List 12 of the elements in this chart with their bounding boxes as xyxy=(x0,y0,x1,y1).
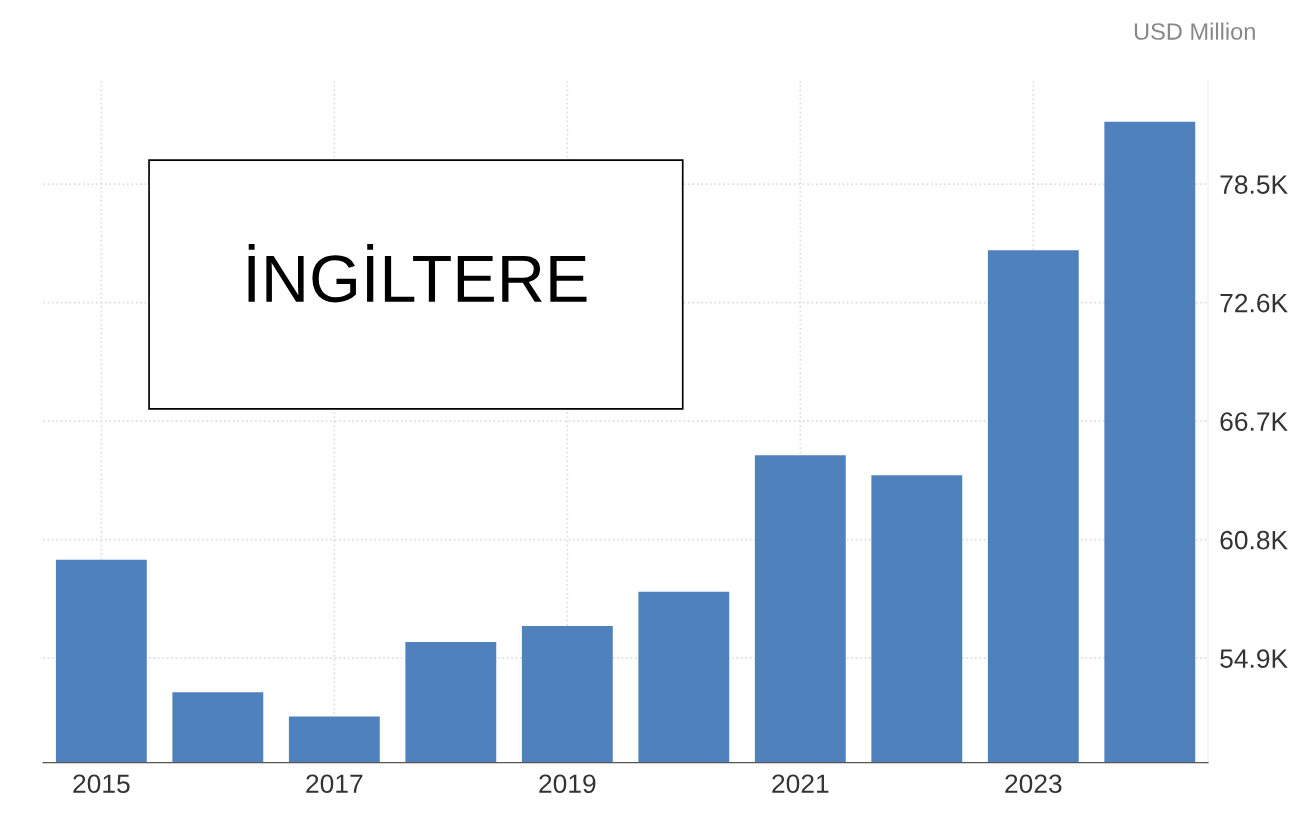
x-tick-label: 2023 xyxy=(1005,774,1062,794)
x-tick-label: 2019 xyxy=(539,774,596,794)
y-tick-label: 54.9K xyxy=(1220,649,1288,668)
y-tick-label: 72.6K xyxy=(1220,293,1288,313)
text: İNGİLTERE xyxy=(248,244,587,303)
y-tick-label: 66.7K xyxy=(1220,412,1288,431)
x-tick-label: 2021 xyxy=(772,774,829,794)
text: USD Million xyxy=(1134,22,1255,40)
y-tick-label: 78.5K xyxy=(1220,175,1288,194)
y-tick-label: 60.8K xyxy=(1220,530,1288,550)
x-tick-label: 2017 xyxy=(306,774,363,794)
x-tick-label: 2015 xyxy=(73,774,130,794)
